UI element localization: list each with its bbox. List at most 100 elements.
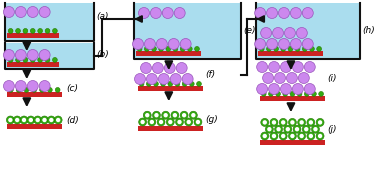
Circle shape <box>173 113 177 117</box>
Circle shape <box>152 46 156 51</box>
Circle shape <box>180 39 191 50</box>
Circle shape <box>296 28 307 39</box>
Circle shape <box>304 83 315 94</box>
Text: (b): (b) <box>96 50 109 58</box>
Circle shape <box>270 118 278 126</box>
Circle shape <box>177 120 182 124</box>
Circle shape <box>285 28 295 39</box>
Circle shape <box>263 120 267 125</box>
Circle shape <box>311 125 319 133</box>
Circle shape <box>23 29 28 33</box>
Circle shape <box>170 74 181 84</box>
Circle shape <box>6 116 14 124</box>
Text: (g): (g) <box>206 115 218 124</box>
Circle shape <box>318 120 322 125</box>
Circle shape <box>279 118 287 126</box>
Circle shape <box>56 118 60 122</box>
Circle shape <box>8 118 12 122</box>
Circle shape <box>13 116 21 124</box>
Bar <box>136 51 201 56</box>
Circle shape <box>30 29 35 33</box>
Circle shape <box>186 120 191 124</box>
Circle shape <box>8 29 13 33</box>
Circle shape <box>146 81 151 86</box>
Bar <box>138 126 203 131</box>
Circle shape <box>144 39 155 50</box>
Text: (d): (d) <box>67 115 79 125</box>
Circle shape <box>281 120 285 125</box>
Circle shape <box>295 46 300 51</box>
Circle shape <box>267 127 271 131</box>
Circle shape <box>189 81 194 86</box>
Circle shape <box>175 118 183 126</box>
Circle shape <box>15 50 26 61</box>
Circle shape <box>182 74 193 84</box>
Circle shape <box>302 46 307 51</box>
Circle shape <box>272 120 276 125</box>
Circle shape <box>55 88 60 92</box>
Circle shape <box>266 39 277 50</box>
Circle shape <box>288 132 296 140</box>
Circle shape <box>298 73 309 83</box>
Bar <box>134 3 241 59</box>
Circle shape <box>3 6 14 18</box>
Circle shape <box>290 39 301 50</box>
Circle shape <box>263 134 267 138</box>
Circle shape <box>297 132 305 140</box>
Circle shape <box>20 116 28 124</box>
Circle shape <box>15 29 20 33</box>
Circle shape <box>259 46 264 51</box>
Circle shape <box>281 46 286 51</box>
Circle shape <box>299 134 304 138</box>
Bar <box>138 86 203 91</box>
Circle shape <box>272 134 276 138</box>
Circle shape <box>40 116 48 124</box>
Circle shape <box>288 46 293 51</box>
Circle shape <box>309 134 313 138</box>
Circle shape <box>317 46 322 51</box>
Circle shape <box>293 62 303 73</box>
Circle shape <box>49 118 54 122</box>
Circle shape <box>297 118 305 126</box>
Circle shape <box>150 120 154 124</box>
Circle shape <box>158 74 169 84</box>
Circle shape <box>302 39 313 50</box>
Circle shape <box>24 88 29 92</box>
Text: (e): (e) <box>243 27 256 35</box>
Circle shape <box>48 88 52 92</box>
Circle shape <box>273 28 284 39</box>
Circle shape <box>310 46 314 51</box>
Circle shape <box>53 29 57 33</box>
Circle shape <box>144 46 149 51</box>
Circle shape <box>34 116 42 124</box>
Circle shape <box>293 125 301 133</box>
Circle shape <box>168 39 179 50</box>
Circle shape <box>139 118 147 126</box>
Circle shape <box>42 118 46 122</box>
Circle shape <box>263 73 274 83</box>
Circle shape <box>261 132 269 140</box>
Circle shape <box>288 118 296 126</box>
Circle shape <box>164 63 175 74</box>
Circle shape <box>309 120 313 125</box>
Circle shape <box>304 91 309 96</box>
Circle shape <box>154 113 159 117</box>
Circle shape <box>153 81 158 86</box>
Circle shape <box>39 80 50 91</box>
Circle shape <box>293 83 303 94</box>
Circle shape <box>266 7 277 18</box>
Circle shape <box>40 88 45 92</box>
Circle shape <box>197 81 201 86</box>
Circle shape <box>274 46 279 51</box>
Circle shape <box>168 120 172 124</box>
Circle shape <box>187 46 192 51</box>
Circle shape <box>139 81 144 86</box>
Circle shape <box>27 116 35 124</box>
Circle shape <box>164 113 168 117</box>
Circle shape <box>295 127 299 131</box>
Circle shape <box>316 132 324 140</box>
Circle shape <box>304 62 315 73</box>
Circle shape <box>274 73 285 83</box>
Circle shape <box>316 118 324 126</box>
Circle shape <box>38 57 43 62</box>
